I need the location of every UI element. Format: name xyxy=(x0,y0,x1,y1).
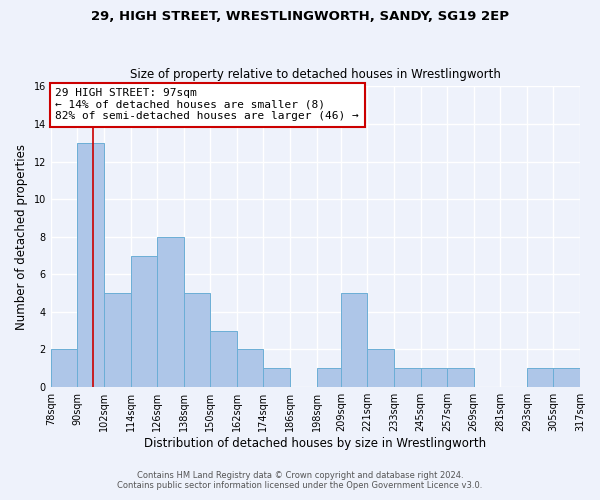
Bar xyxy=(394,368,421,387)
Bar xyxy=(77,142,104,387)
Bar xyxy=(447,368,474,387)
Text: 29, HIGH STREET, WRESTLINGWORTH, SANDY, SG19 2EP: 29, HIGH STREET, WRESTLINGWORTH, SANDY, … xyxy=(91,10,509,23)
Bar xyxy=(51,350,77,387)
Bar xyxy=(341,293,367,387)
Bar xyxy=(237,350,263,387)
Bar xyxy=(157,236,184,387)
Y-axis label: Number of detached properties: Number of detached properties xyxy=(15,144,28,330)
Bar xyxy=(421,368,447,387)
Bar xyxy=(104,293,131,387)
Bar xyxy=(553,368,580,387)
Bar xyxy=(317,368,341,387)
Text: 29 HIGH STREET: 97sqm
← 14% of detached houses are smaller (8)
82% of semi-detac: 29 HIGH STREET: 97sqm ← 14% of detached … xyxy=(55,88,359,122)
Bar xyxy=(210,330,237,387)
X-axis label: Distribution of detached houses by size in Wrestlingworth: Distribution of detached houses by size … xyxy=(145,437,487,450)
Bar xyxy=(184,293,210,387)
Bar xyxy=(263,368,290,387)
Bar xyxy=(527,368,553,387)
Title: Size of property relative to detached houses in Wrestlingworth: Size of property relative to detached ho… xyxy=(130,68,501,81)
Bar xyxy=(367,350,394,387)
Text: Contains HM Land Registry data © Crown copyright and database right 2024.
Contai: Contains HM Land Registry data © Crown c… xyxy=(118,470,482,490)
Bar xyxy=(131,256,157,387)
